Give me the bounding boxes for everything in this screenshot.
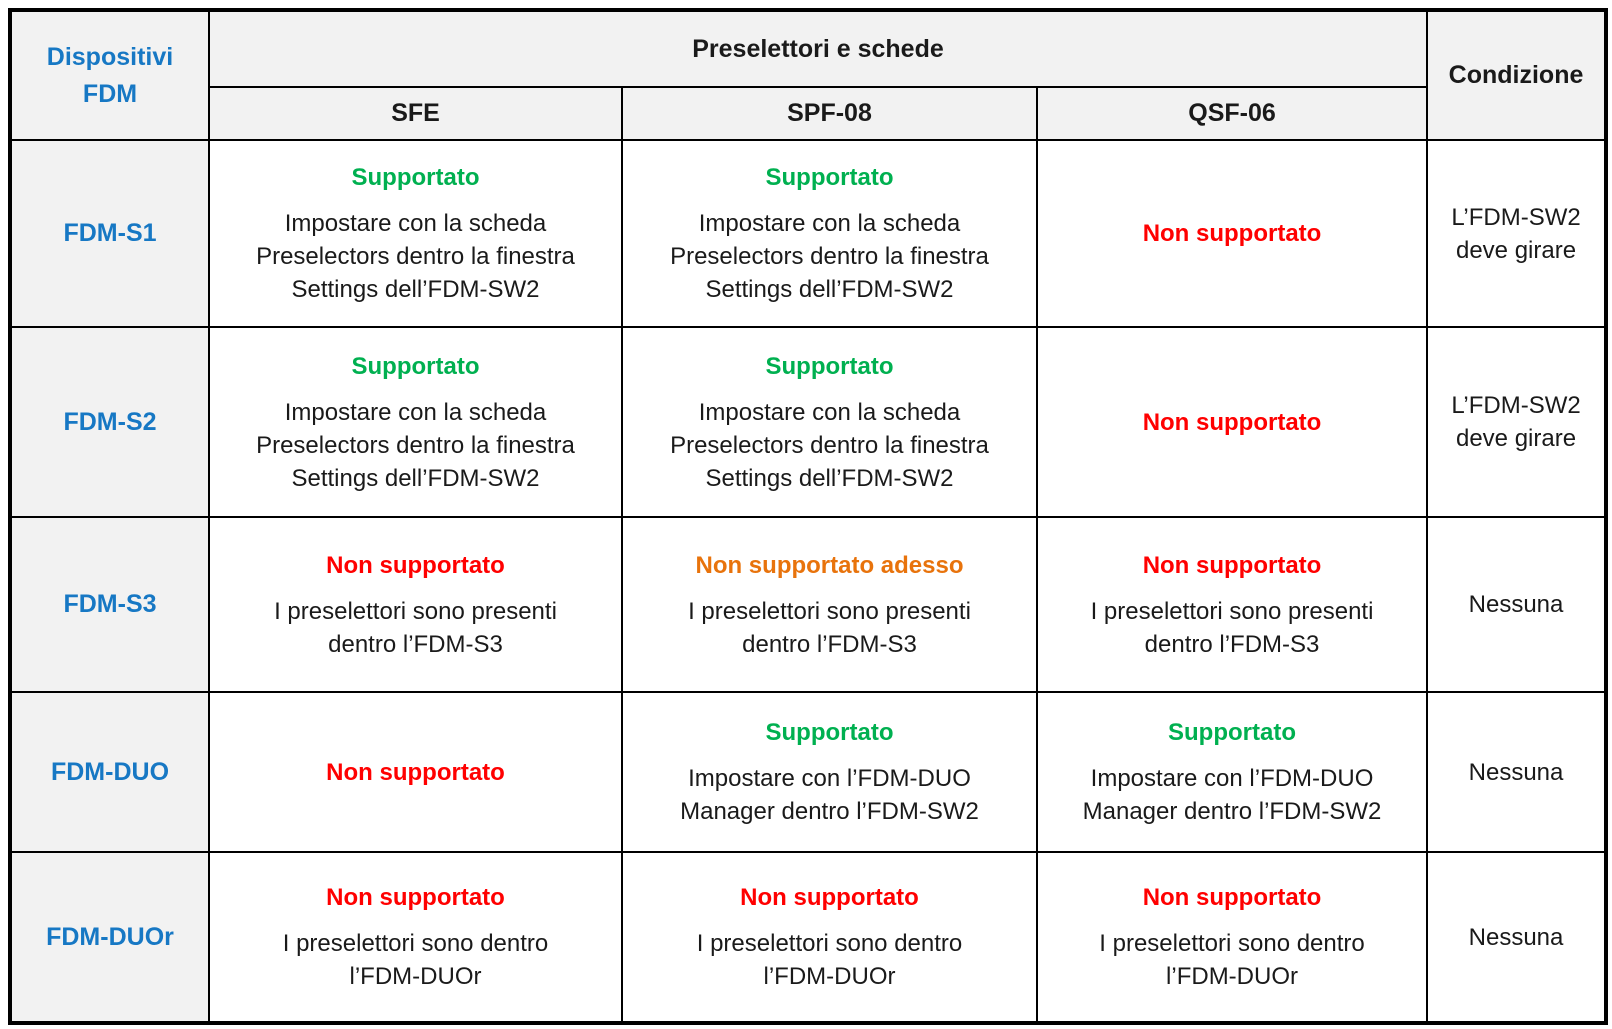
cell-fdm-s2-spf-08: Supportato Impostare con la scheda Presel… — [621, 326, 1038, 518]
support-note: I preselettori sono dentro l’FDM-DUOr — [282, 930, 549, 990]
cell-fdm-duor-sfe: Non supportato I preselettori sono dentro… — [208, 851, 623, 1024]
cell-fdm-s1-sfe: Supportato Impostare con la scheda Presel… — [208, 139, 623, 328]
header-condizione: Condizione — [1426, 9, 1608, 141]
cell-fdm-s3-qsf-06: Non supportato I preselettori sono presen… — [1035, 516, 1429, 693]
cell-fdm-s2-qsf-06: Non supportato — [1035, 326, 1429, 518]
support-status: Non supportato — [1142, 884, 1322, 911]
cell-fdm-duo-spf-08: Supportato Impostare con l’FDM-DUO Manage… — [621, 691, 1038, 853]
header-row-sub: SFE SPF-08 QSF-06 — [10, 86, 1606, 141]
cell-fdm-s2-sfe: Supportato Impostare con la scheda Presel… — [208, 326, 623, 518]
table-row-fdm-duo: FDM-DUO Non supportato Supportato Imposta… — [9, 691, 1608, 853]
table-row-fdm-s2: FDM-S2 Supportato Impostare con la scheda… — [9, 326, 1608, 518]
support-status: Non supportato — [326, 758, 505, 786]
support-status: Non supportato — [326, 884, 505, 911]
header-dispositivi-fdm: Dispositivi FDM — [9, 9, 210, 141]
table-row-fdm-duor: FDM-DUOr Non supportato I preselettori so… — [9, 851, 1608, 1024]
device-label: FDM-DUO — [9, 691, 210, 853]
support-status: Non supportato — [1142, 220, 1322, 247]
support-note: Impostare con l’FDM-DUO Manager dentro l… — [1082, 765, 1382, 825]
condition-cell: Nessuna — [1426, 516, 1608, 693]
condition-cell: Nessuna — [1426, 851, 1608, 1024]
table-row-fdm-s1: FDM-S1 Supportato Impostare con la scheda… — [9, 139, 1608, 328]
support-note: Impostare con la scheda Preselectors den… — [670, 398, 989, 492]
cell-fdm-duo-qsf-06: Supportato Impostare con l’FDM-DUO Manage… — [1035, 691, 1429, 853]
support-note: Impostare con la scheda Preselectors den… — [670, 210, 989, 303]
cell-fdm-s3-sfe: Non supportato I preselettori sono presen… — [208, 516, 623, 693]
support-status: Supportato — [765, 164, 894, 191]
support-status: Supportato — [765, 719, 894, 746]
support-status: Supportato — [765, 352, 894, 380]
support-note: I preselettori sono presenti dentro l’FD… — [688, 597, 971, 658]
cell-fdm-duo-sfe: Non supportato — [208, 691, 623, 853]
cell-fdm-s3-spf-08: Non supportato adesso I preselettori sono… — [621, 516, 1038, 693]
header-preselettori-e-schede: Preselettori e schede — [207, 9, 1429, 88]
support-status: Non supportato — [740, 884, 919, 911]
support-note: Impostare con la scheda Preselectors den… — [256, 210, 575, 303]
support-status: Non supportato — [1142, 408, 1322, 436]
header-sfe: SFE — [208, 86, 623, 141]
device-label: FDM-S2 — [9, 326, 210, 518]
support-note: I preselettori sono dentro l’FDM-DUOr — [1099, 930, 1365, 990]
header-row-top: Dispositivi FDM Preselettori e schede Co… — [9, 9, 1608, 141]
support-status: Non supportato adesso — [695, 551, 964, 579]
cell-fdm-duor-spf-08: Non supportato I preselettori sono dentro… — [621, 851, 1038, 1024]
condition-cell: L’FDM-SW2 deve girare — [1426, 139, 1608, 328]
cell-fdm-duor-qsf-06: Non supportato I preselettori sono dentro… — [1035, 851, 1429, 1024]
device-label: FDM-S1 — [9, 139, 210, 328]
support-note: I preselettori sono dentro l’FDM-DUOr — [696, 930, 963, 990]
header-spf-08: SPF-08 — [621, 86, 1038, 141]
device-label: FDM-DUOr — [9, 851, 210, 1024]
fdm-compatibility-table: Dispositivi FDM Preselettori e schede Co… — [8, 8, 1609, 1025]
cell-fdm-s1-qsf-06: Non supportato — [1035, 139, 1429, 328]
support-status: Supportato — [1168, 719, 1296, 746]
cell-fdm-s1-spf-08: Supportato Impostare con la scheda Presel… — [621, 139, 1038, 328]
table-row-fdm-s3: FDM-S3 Non supportato I preselettori sono… — [9, 516, 1608, 693]
support-status: Non supportato — [1142, 551, 1322, 579]
support-note: Impostare con la scheda Preselectors den… — [256, 398, 575, 492]
support-status: Non supportato — [326, 551, 505, 579]
device-label: FDM-S3 — [9, 516, 210, 693]
header-qsf-06: QSF-06 — [1035, 86, 1429, 141]
support-status: Supportato — [351, 352, 480, 380]
support-status: Supportato — [351, 164, 480, 191]
condition-cell: Nessuna — [1426, 691, 1608, 853]
condition-cell: L’FDM-SW2 deve girare — [1426, 326, 1608, 518]
support-note: I preselettori sono presenti dentro l’FD… — [274, 597, 557, 658]
support-note: Impostare con l’FDM-DUO Manager dentro l… — [680, 765, 979, 825]
support-note: I preselettori sono presenti dentro l’FD… — [1090, 597, 1374, 658]
